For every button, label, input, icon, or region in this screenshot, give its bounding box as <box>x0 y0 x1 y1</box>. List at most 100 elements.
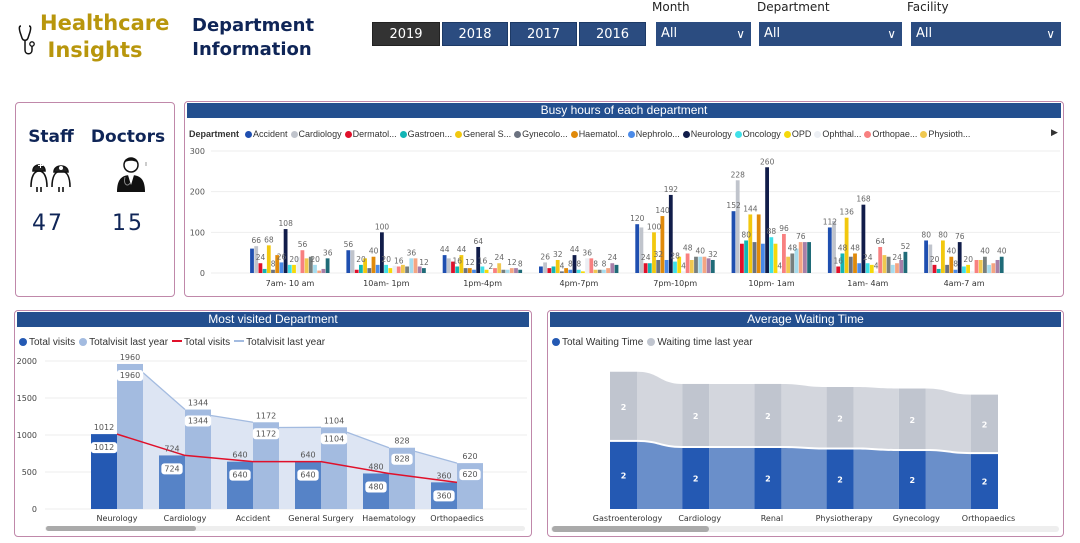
legend-label: Neurology <box>690 129 732 139</box>
data-label: 1172 <box>256 411 276 420</box>
data-label: 24 <box>608 253 618 262</box>
x-tick-label: Neurology <box>97 514 138 523</box>
year-button-2017[interactable]: 2017 <box>510 22 577 46</box>
data-label: 20 <box>963 255 973 264</box>
bar-total-visits <box>227 461 253 509</box>
x-tick-label: Cardiology <box>164 514 207 523</box>
bar <box>899 259 904 273</box>
legend-label: Total visits <box>184 337 231 348</box>
legend-item[interactable]: Total Waiting Time <box>552 337 643 349</box>
legend-item[interactable]: Totalvisit last year <box>79 337 168 349</box>
legend-item[interactable]: Cardiology <box>290 128 342 140</box>
legend-label: Orthopae... <box>872 129 918 139</box>
bar <box>250 248 254 273</box>
bar <box>874 271 878 273</box>
data-label: 4 <box>777 261 782 270</box>
bar <box>769 237 774 273</box>
bar <box>275 255 280 273</box>
bar <box>446 258 451 273</box>
busy-hours-legend: Department Accident Cardiology Dermatol...… <box>189 128 1047 140</box>
data-label: 56 <box>298 240 308 249</box>
legend-item[interactable]: General S... <box>455 128 511 140</box>
data-label: 52 <box>901 242 911 251</box>
legend-label: Nephrolo... <box>635 129 680 139</box>
legend-item[interactable]: Waiting time last year <box>647 337 753 349</box>
legend-item[interactable]: Accident <box>245 128 288 140</box>
data-label: 64 <box>474 237 484 246</box>
bar <box>296 256 301 273</box>
department-dropdown[interactable]: All ∨ <box>759 22 902 46</box>
month-dropdown[interactable]: All ∨ <box>656 22 751 46</box>
bar <box>442 255 447 273</box>
last-year-line <box>414 450 458 464</box>
legend-item[interactable]: Nephrolo... <box>627 128 680 140</box>
data-label: 8 <box>593 260 598 269</box>
legend-item[interactable]: Neurology <box>682 128 732 140</box>
legend-marker-icon <box>290 131 298 138</box>
legend-item[interactable]: Physioth... <box>920 128 970 140</box>
bar <box>752 242 757 273</box>
scrollbar-thumb[interactable] <box>46 526 196 531</box>
bar <box>786 256 790 273</box>
data-label: 48 <box>838 243 848 252</box>
bar <box>978 259 983 273</box>
legend-item[interactable]: Haematol... <box>570 128 625 140</box>
bar <box>409 258 414 273</box>
legend-item[interactable]: Oncology <box>734 128 781 140</box>
bar <box>895 263 899 273</box>
legend-item[interactable]: Orthopae... <box>864 128 917 140</box>
y-tick-label: 0 <box>200 269 205 278</box>
most-visited-legend: Total visits Totalvisit last year Total vi… <box>19 337 325 349</box>
scrollbar-thumb[interactable] <box>552 526 709 532</box>
bar <box>388 268 393 273</box>
data-label: 48 <box>850 243 860 252</box>
data-label: 24 <box>863 253 873 262</box>
legend-item[interactable]: Dermatol... <box>344 128 397 140</box>
x-tick-label: 10am- 1pm <box>363 279 409 288</box>
data-label: 108 <box>279 219 294 228</box>
legend-next-arrow-icon[interactable]: ▶ <box>1051 127 1058 137</box>
brand-line-2: Insights <box>47 38 143 62</box>
bar <box>853 253 857 273</box>
most-visited-title: Most visited Department <box>17 312 529 327</box>
data-label: 44 <box>440 245 450 254</box>
bar <box>287 264 292 273</box>
bar <box>890 264 895 273</box>
legend-item[interactable]: Totalvisit last year <box>234 337 325 349</box>
legend-item[interactable]: Total visits <box>172 337 230 349</box>
data-label: 68 <box>264 235 274 244</box>
bar <box>501 269 506 273</box>
year-button-2016[interactable]: 2016 <box>579 22 646 46</box>
bar-total-waiting <box>898 451 926 509</box>
label-box <box>229 469 251 481</box>
year-button-2018[interactable]: 2018 <box>442 22 508 46</box>
facility-dropdown[interactable]: All ∨ <box>911 22 1061 46</box>
bar <box>848 256 853 273</box>
label-box <box>433 490 455 502</box>
legend-item[interactable]: Ophthal... <box>814 128 861 140</box>
bar <box>878 246 883 273</box>
data-label: 32 <box>654 250 664 259</box>
data-label: 4 <box>681 261 686 270</box>
legend-label: Dermatol... <box>352 129 397 139</box>
data-label: 8 <box>576 260 581 269</box>
data-label: 80 <box>741 230 751 239</box>
ribbon-last-year <box>781 383 827 448</box>
legend-item[interactable]: Gynecolo... <box>514 128 568 140</box>
bar <box>451 261 455 273</box>
data-label: 2 <box>982 478 988 487</box>
legend-marker-icon <box>245 131 253 138</box>
month-dropdown-value: All <box>661 26 678 41</box>
data-label: 40 <box>997 247 1007 256</box>
data-label: 26 <box>540 252 550 261</box>
legend-item[interactable]: Gastroen... <box>399 128 452 140</box>
label-box <box>391 453 413 465</box>
bar <box>401 264 405 273</box>
legend-label: Gynecolo... <box>522 129 568 139</box>
year-button-2019[interactable]: 2019 <box>372 22 440 46</box>
data-label: 20 <box>356 255 366 264</box>
legend-item[interactable]: OPD <box>783 128 811 140</box>
bar <box>354 269 359 273</box>
legend-item[interactable]: Total visits <box>19 337 75 349</box>
bar-last-year <box>682 383 710 446</box>
